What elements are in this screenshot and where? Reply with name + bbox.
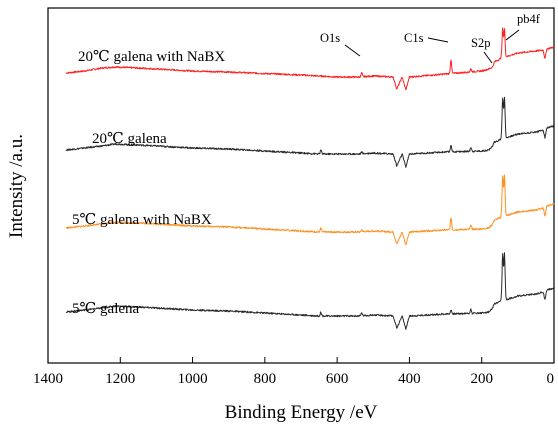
series-line-3 (65, 252, 555, 330)
x-tick-label: 1200 (105, 371, 135, 387)
x-tick-label: 800 (254, 371, 277, 387)
plot-frame (47, 7, 555, 364)
trace-label-5c: 5℃ galena (72, 301, 140, 317)
peak-pointer-c1s (427, 37, 449, 43)
x-tick-label: 600 (326, 371, 349, 387)
peak-pointer-pb4f (505, 29, 520, 41)
peak-annotations: O1s C1s S2p pb4f (320, 12, 541, 64)
trace-label-20c: 20℃ galena (92, 131, 167, 147)
peak-label-pb4f: pb4f (517, 12, 541, 26)
spectra-traces (65, 27, 555, 330)
x-axis-title: Binding Energy /eV (225, 402, 378, 423)
x-tick-label: 1000 (178, 371, 208, 387)
x-tick-label: 400 (398, 371, 421, 387)
trace-labels: 20℃ galena with NaBX 20℃ galena 5℃ galen… (72, 49, 225, 317)
peak-label-s2p: S2p (471, 36, 490, 50)
plot-area: 1400 1200 1000 800 600 400 200 0 20℃ galena wit… (33, 7, 555, 387)
trace-label-5c-nabx: 5℃ galena with NaBX (72, 212, 212, 228)
x-tick-label: 200 (470, 371, 493, 387)
series-line-0 (65, 27, 555, 91)
x-axis-ticks: 1400 1200 1000 800 600 400 200 0 (33, 357, 555, 387)
peak-pointer-o1s (344, 44, 361, 57)
trace-label-20c-nabx: 20℃ galena with NaBX (78, 49, 225, 65)
y-axis-title: Intensity /a.u. (6, 134, 27, 238)
x-tick-label: 1400 (33, 371, 63, 387)
series-line-1 (65, 96, 555, 168)
peak-label-c1s: C1s (404, 31, 424, 45)
peak-pointer-s2p (483, 51, 493, 64)
series-line-2 (65, 174, 555, 246)
x-tick-label: 0 (547, 371, 555, 387)
peak-label-o1s: O1s (320, 31, 340, 45)
